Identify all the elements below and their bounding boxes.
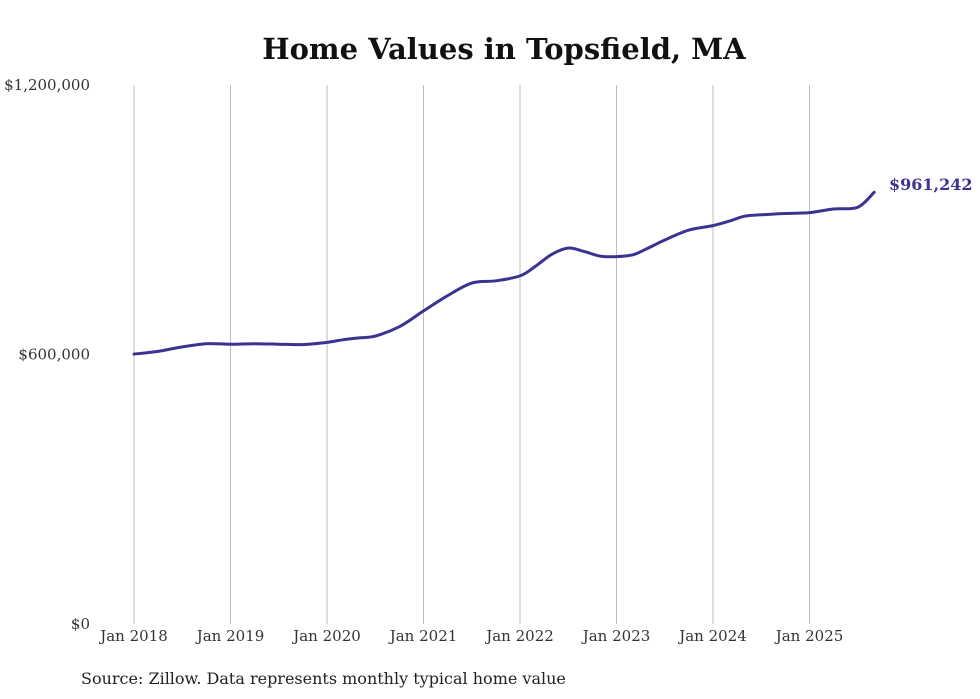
data-point-0-11 — [374, 335, 377, 338]
data-point-0-10 — [357, 336, 360, 339]
data-point-0-5 — [253, 342, 256, 345]
data-point-0-22 — [599, 255, 602, 258]
y-tick-label-1: $600,000 — [18, 346, 90, 364]
data-point-0-18 — [535, 264, 538, 267]
source-note: Source: Zillow. Data represents monthly … — [81, 669, 566, 688]
x-tick-label-3: Jan 2021 — [388, 627, 458, 645]
data-point-0-16 — [494, 279, 497, 282]
data-point-0-4 — [229, 343, 232, 346]
x-tick-label-5: Jan 2023 — [581, 627, 651, 645]
data-point-0-30 — [743, 215, 746, 218]
series-line-0 — [132, 190, 876, 356]
data-point-0-34 — [832, 208, 835, 211]
data-point-0-17 — [519, 274, 522, 277]
data-point-0-8 — [326, 341, 329, 344]
data-point-0-9 — [342, 338, 345, 341]
data-point-0-28 — [712, 224, 715, 227]
data-point-0-1 — [157, 350, 160, 353]
data-point-0-0 — [133, 353, 136, 356]
data-point-0-12 — [398, 325, 401, 328]
data-point-0-21 — [583, 250, 586, 253]
x-tick-label-7: Jan 2025 — [774, 627, 844, 645]
data-point-0-14 — [446, 294, 449, 297]
x-tick-label-6: Jan 2024 — [677, 627, 747, 645]
data-point-0-36 — [873, 191, 876, 194]
data-point-0-3 — [205, 342, 208, 345]
data-point-0-24 — [632, 253, 635, 256]
x-tick-label-0: Jan 2018 — [98, 627, 168, 645]
data-point-0-31 — [760, 213, 763, 216]
data-point-0-29 — [728, 220, 731, 223]
data-point-0-15 — [470, 282, 473, 285]
data-point-0-35 — [856, 206, 859, 209]
data-point-0-2 — [181, 345, 184, 348]
data-point-0-7 — [301, 343, 304, 346]
data-point-0-23 — [615, 255, 618, 258]
chart-title: Home Values in Topsfield, MA — [262, 32, 746, 66]
data-point-0-27 — [687, 229, 690, 232]
y-tick-label-0: $0 — [71, 615, 90, 633]
y-axis-ticks: $0 $600,000 $1,200,000 — [4, 76, 90, 633]
x-axis-ticks: Jan 2018 Jan 2019 Jan 2020 Jan 2021 Jan 2022… — [98, 627, 843, 645]
end-value-label: $961,242 — [889, 175, 973, 194]
x-tick-label-2: Jan 2020 — [291, 627, 361, 645]
data-point-0-26 — [663, 239, 666, 242]
data-point-0-32 — [784, 212, 787, 215]
series-layer — [132, 190, 876, 356]
data-point-0-25 — [647, 247, 650, 250]
data-point-0-13 — [422, 310, 425, 313]
data-point-0-33 — [808, 211, 811, 214]
x-tick-label-1: Jan 2019 — [195, 627, 265, 645]
y-tick-label-2: $1,200,000 — [4, 76, 90, 94]
x-tick-label-4: Jan 2022 — [484, 627, 554, 645]
data-point-0-19 — [550, 253, 553, 256]
gridlines — [133, 85, 810, 624]
data-point-0-20 — [567, 247, 570, 250]
data-point-0-6 — [277, 343, 280, 346]
